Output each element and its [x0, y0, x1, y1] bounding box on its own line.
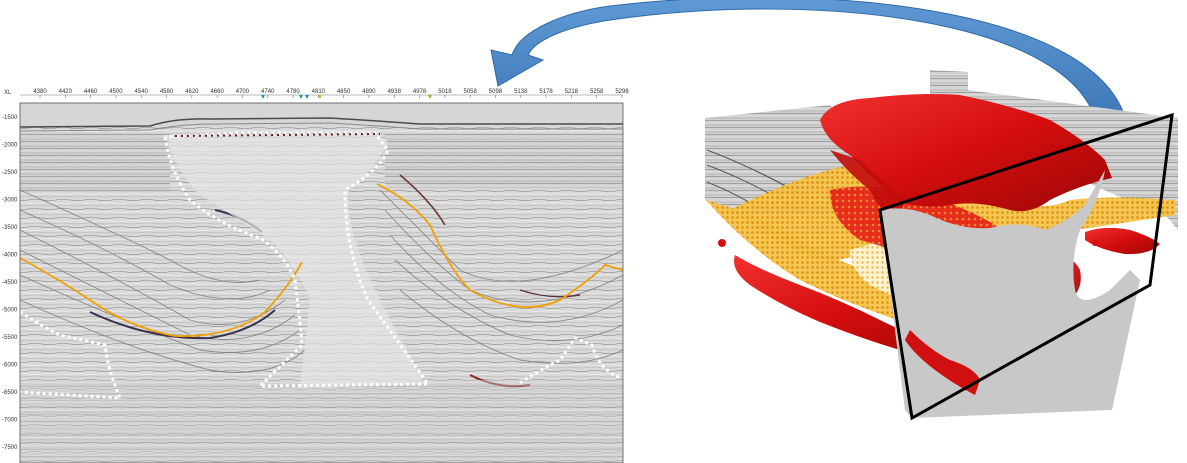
- x-tick-label: 4810: [312, 89, 326, 95]
- well-marker-icon: [299, 95, 303, 99]
- x-tick-label: 4700: [236, 89, 250, 95]
- x-tick-label: 5298: [615, 89, 629, 95]
- vertical-slice-face: [880, 170, 1140, 418]
- y-tick-label: -7000: [2, 418, 18, 424]
- y-tick-label: -5500: [2, 335, 18, 341]
- 3d-volume: [705, 70, 1178, 421]
- salt-body-right-lobe: [1085, 227, 1160, 255]
- x-tick-label: 4780: [286, 89, 300, 95]
- y-tick-labels: -1500 -2000 -2500 -3000 -3500 -4000 -4500 -5000…: [2, 115, 18, 451]
- seismic-reflectors: [20, 103, 623, 463]
- x-tick-label: 4938: [388, 89, 402, 95]
- well-marker-icon: [261, 95, 265, 99]
- x-tick-label: 4978: [413, 89, 427, 95]
- y-tick-label: -5000: [2, 308, 18, 314]
- salt-fragment: [718, 239, 726, 247]
- x-tick-label: 5218: [565, 89, 579, 95]
- x-tick-label: 4740: [261, 89, 275, 95]
- well-marker-icon: [318, 95, 322, 99]
- x-tick-label: 4890: [362, 89, 376, 95]
- x-tick-label: 5138: [514, 89, 528, 95]
- slice-frame: [878, 112, 1174, 421]
- x-tick-label: 4460: [84, 89, 98, 95]
- y-tick-label: -2000: [2, 143, 18, 149]
- seismic-section: XL: [4, 90, 624, 463]
- x-tick-label: 5098: [489, 89, 503, 95]
- y-tick-label: -6000: [2, 363, 18, 369]
- y-tick-label: -2500: [2, 170, 18, 176]
- salt-body-top: [820, 94, 1112, 212]
- x-tick-label: 4850: [337, 89, 351, 95]
- x-tick-label: 4420: [59, 89, 73, 95]
- seismic-panel-frame: [19, 102, 624, 463]
- x-tick-label: 5258: [590, 89, 604, 95]
- y-tick-label: -3000: [2, 198, 18, 204]
- well-marker-icon: [428, 95, 432, 99]
- x-tick-label: 4660: [210, 89, 224, 95]
- curved-arrow: [490, 0, 1129, 131]
- y-tick-label: -4500: [2, 280, 18, 286]
- x-tick-label: 4620: [185, 89, 199, 95]
- salt-fragment: [1092, 240, 1098, 246]
- x-tick-label: 4500: [109, 89, 123, 95]
- y-tick-label: -3500: [2, 225, 18, 231]
- well-markers: [261, 95, 432, 99]
- y-tick-label: -6500: [2, 390, 18, 396]
- x-tick-label: 5058: [463, 89, 477, 95]
- arrow-shape: [490, 0, 1129, 131]
- y-tick-label: -1500: [2, 115, 18, 121]
- x-tick-label: 5178: [539, 89, 553, 95]
- y-tick-label: -7500: [2, 445, 18, 451]
- salt-body-flank: [830, 150, 905, 215]
- y-tick-label: -4000: [2, 253, 18, 259]
- well-marker-icon: [305, 95, 309, 99]
- x-tick-label: 4540: [135, 89, 149, 95]
- x-tick-labels: 4380 4420 4460 4500 4540 4580 4620 4660 4700 4740…: [33, 89, 629, 98]
- x-tick-label: 4580: [160, 89, 174, 95]
- slice-salt-cut: [905, 330, 980, 395]
- x-axis-name: XL: [4, 90, 12, 96]
- x-tick-label: 4380: [33, 89, 47, 95]
- x-tick-label: 5018: [438, 89, 452, 95]
